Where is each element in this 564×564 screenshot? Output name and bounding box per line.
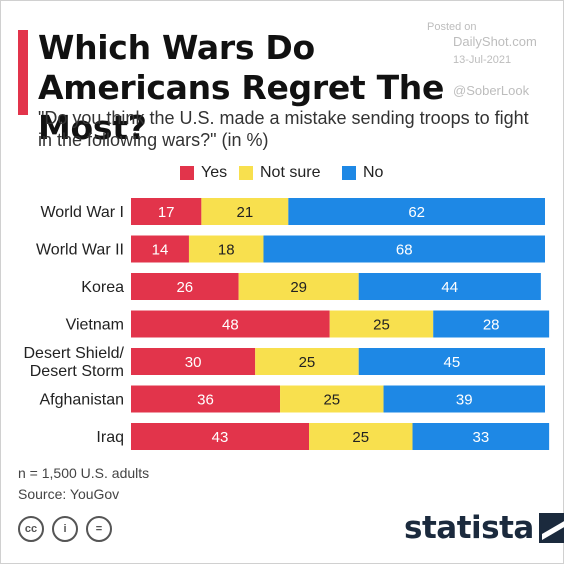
bar-not-sure-5 [280, 385, 384, 413]
data-label-no-4: 45 [444, 354, 461, 371]
statista-wordmark: statista [404, 510, 534, 546]
category-label-2: Korea [81, 279, 124, 296]
data-label-yes-5: 36 [197, 392, 214, 409]
data-label-yes-6: 43 [212, 429, 229, 446]
data-label-not-sure-0: 21 [237, 204, 254, 221]
watermark-site: DailyShot.com [453, 34, 537, 49]
bar-no-3 [433, 310, 550, 338]
cc-icon[interactable]: cc [18, 516, 44, 542]
watermark-handle: @SoberLook [453, 83, 530, 98]
data-label-no-5: 39 [456, 392, 473, 409]
bar-yes-0 [131, 198, 202, 225]
bar-not-sure-4 [255, 348, 359, 375]
bar-yes-4 [131, 348, 256, 375]
bar-not-sure-3 [329, 310, 434, 338]
data-label-not-sure-3: 25 [373, 317, 390, 334]
legend-label-not-sure: Not sure [260, 164, 321, 181]
source-note: Source: YouGov [18, 486, 120, 502]
license-icons: cc i = [18, 516, 112, 542]
watermark-posted: Posted on [427, 21, 477, 33]
chart-title: Which Wars Do Americans Regret The Most? [38, 28, 445, 147]
category-label-4-line-0: Desert Shield/ [24, 345, 125, 362]
chart-legend: Yes Not sure No [0, 164, 564, 184]
category-label-5: Afghanistan [39, 392, 124, 409]
data-label-no-0: 62 [408, 204, 425, 221]
watermark-date: 13-Jul-2021 [453, 54, 512, 66]
data-label-not-sure-6: 25 [352, 429, 369, 446]
legend-item-not-sure: Not sure [239, 164, 320, 182]
statista-logo-icon [538, 513, 564, 543]
data-label-not-sure-1: 18 [218, 242, 235, 259]
legend-swatch-yes [180, 166, 194, 180]
bar-no-6 [412, 423, 550, 450]
attribution-icon[interactable]: i [52, 516, 78, 542]
bar-yes-5 [131, 385, 281, 413]
title-accent-bar [18, 30, 28, 115]
category-label-4-line-1: Desert Storm [30, 363, 124, 380]
bar-no-2 [358, 273, 541, 300]
data-label-not-sure-5: 25 [323, 392, 340, 409]
data-label-no-3: 28 [483, 317, 500, 334]
bar-no-4 [358, 348, 545, 375]
data-label-not-sure-2: 29 [290, 279, 307, 296]
legend-item-no: No [342, 164, 383, 182]
legend-item-yes: Yes [180, 164, 227, 182]
data-label-no-2: 44 [441, 279, 458, 296]
category-label-1: World War II [36, 242, 124, 259]
legend-swatch-no [342, 166, 356, 180]
sample-size-note: n = 1,500 U.S. adults [18, 465, 150, 481]
legend-label-no: No [363, 164, 384, 181]
bar-no-0 [288, 198, 545, 225]
bar-not-sure-2 [238, 273, 359, 300]
no-derivatives-icon[interactable]: = [86, 516, 112, 542]
legend-label-yes: Yes [201, 164, 228, 181]
bar-no-5 [383, 385, 545, 413]
data-label-yes-0: 17 [158, 204, 175, 221]
bar-not-sure-1 [188, 235, 264, 263]
bar-not-sure-6 [309, 423, 413, 450]
statista-logo[interactable]: statista [404, 510, 564, 546]
bar-yes-2 [131, 273, 239, 300]
category-label-0: World War I [40, 204, 124, 221]
data-label-yes-3: 48 [222, 317, 239, 334]
data-label-yes-2: 26 [176, 279, 193, 296]
category-label-6: Iraq [96, 429, 124, 446]
bar-no-1 [263, 235, 545, 263]
bar-not-sure-0 [201, 198, 289, 225]
category-label-3: Vietnam [66, 317, 124, 334]
chart-subtitle: "Do you think the U.S. made a mistake se… [38, 108, 529, 150]
bar-yes-3 [131, 310, 330, 338]
bar-yes-6 [131, 423, 310, 450]
bar-yes-1 [131, 235, 189, 263]
data-label-no-1: 68 [396, 242, 413, 259]
data-label-not-sure-4: 25 [299, 354, 316, 371]
data-label-yes-4: 30 [185, 354, 202, 371]
data-label-no-6: 33 [472, 429, 489, 446]
legend-swatch-not-sure [239, 166, 253, 180]
data-label-yes-1: 14 [152, 242, 169, 259]
